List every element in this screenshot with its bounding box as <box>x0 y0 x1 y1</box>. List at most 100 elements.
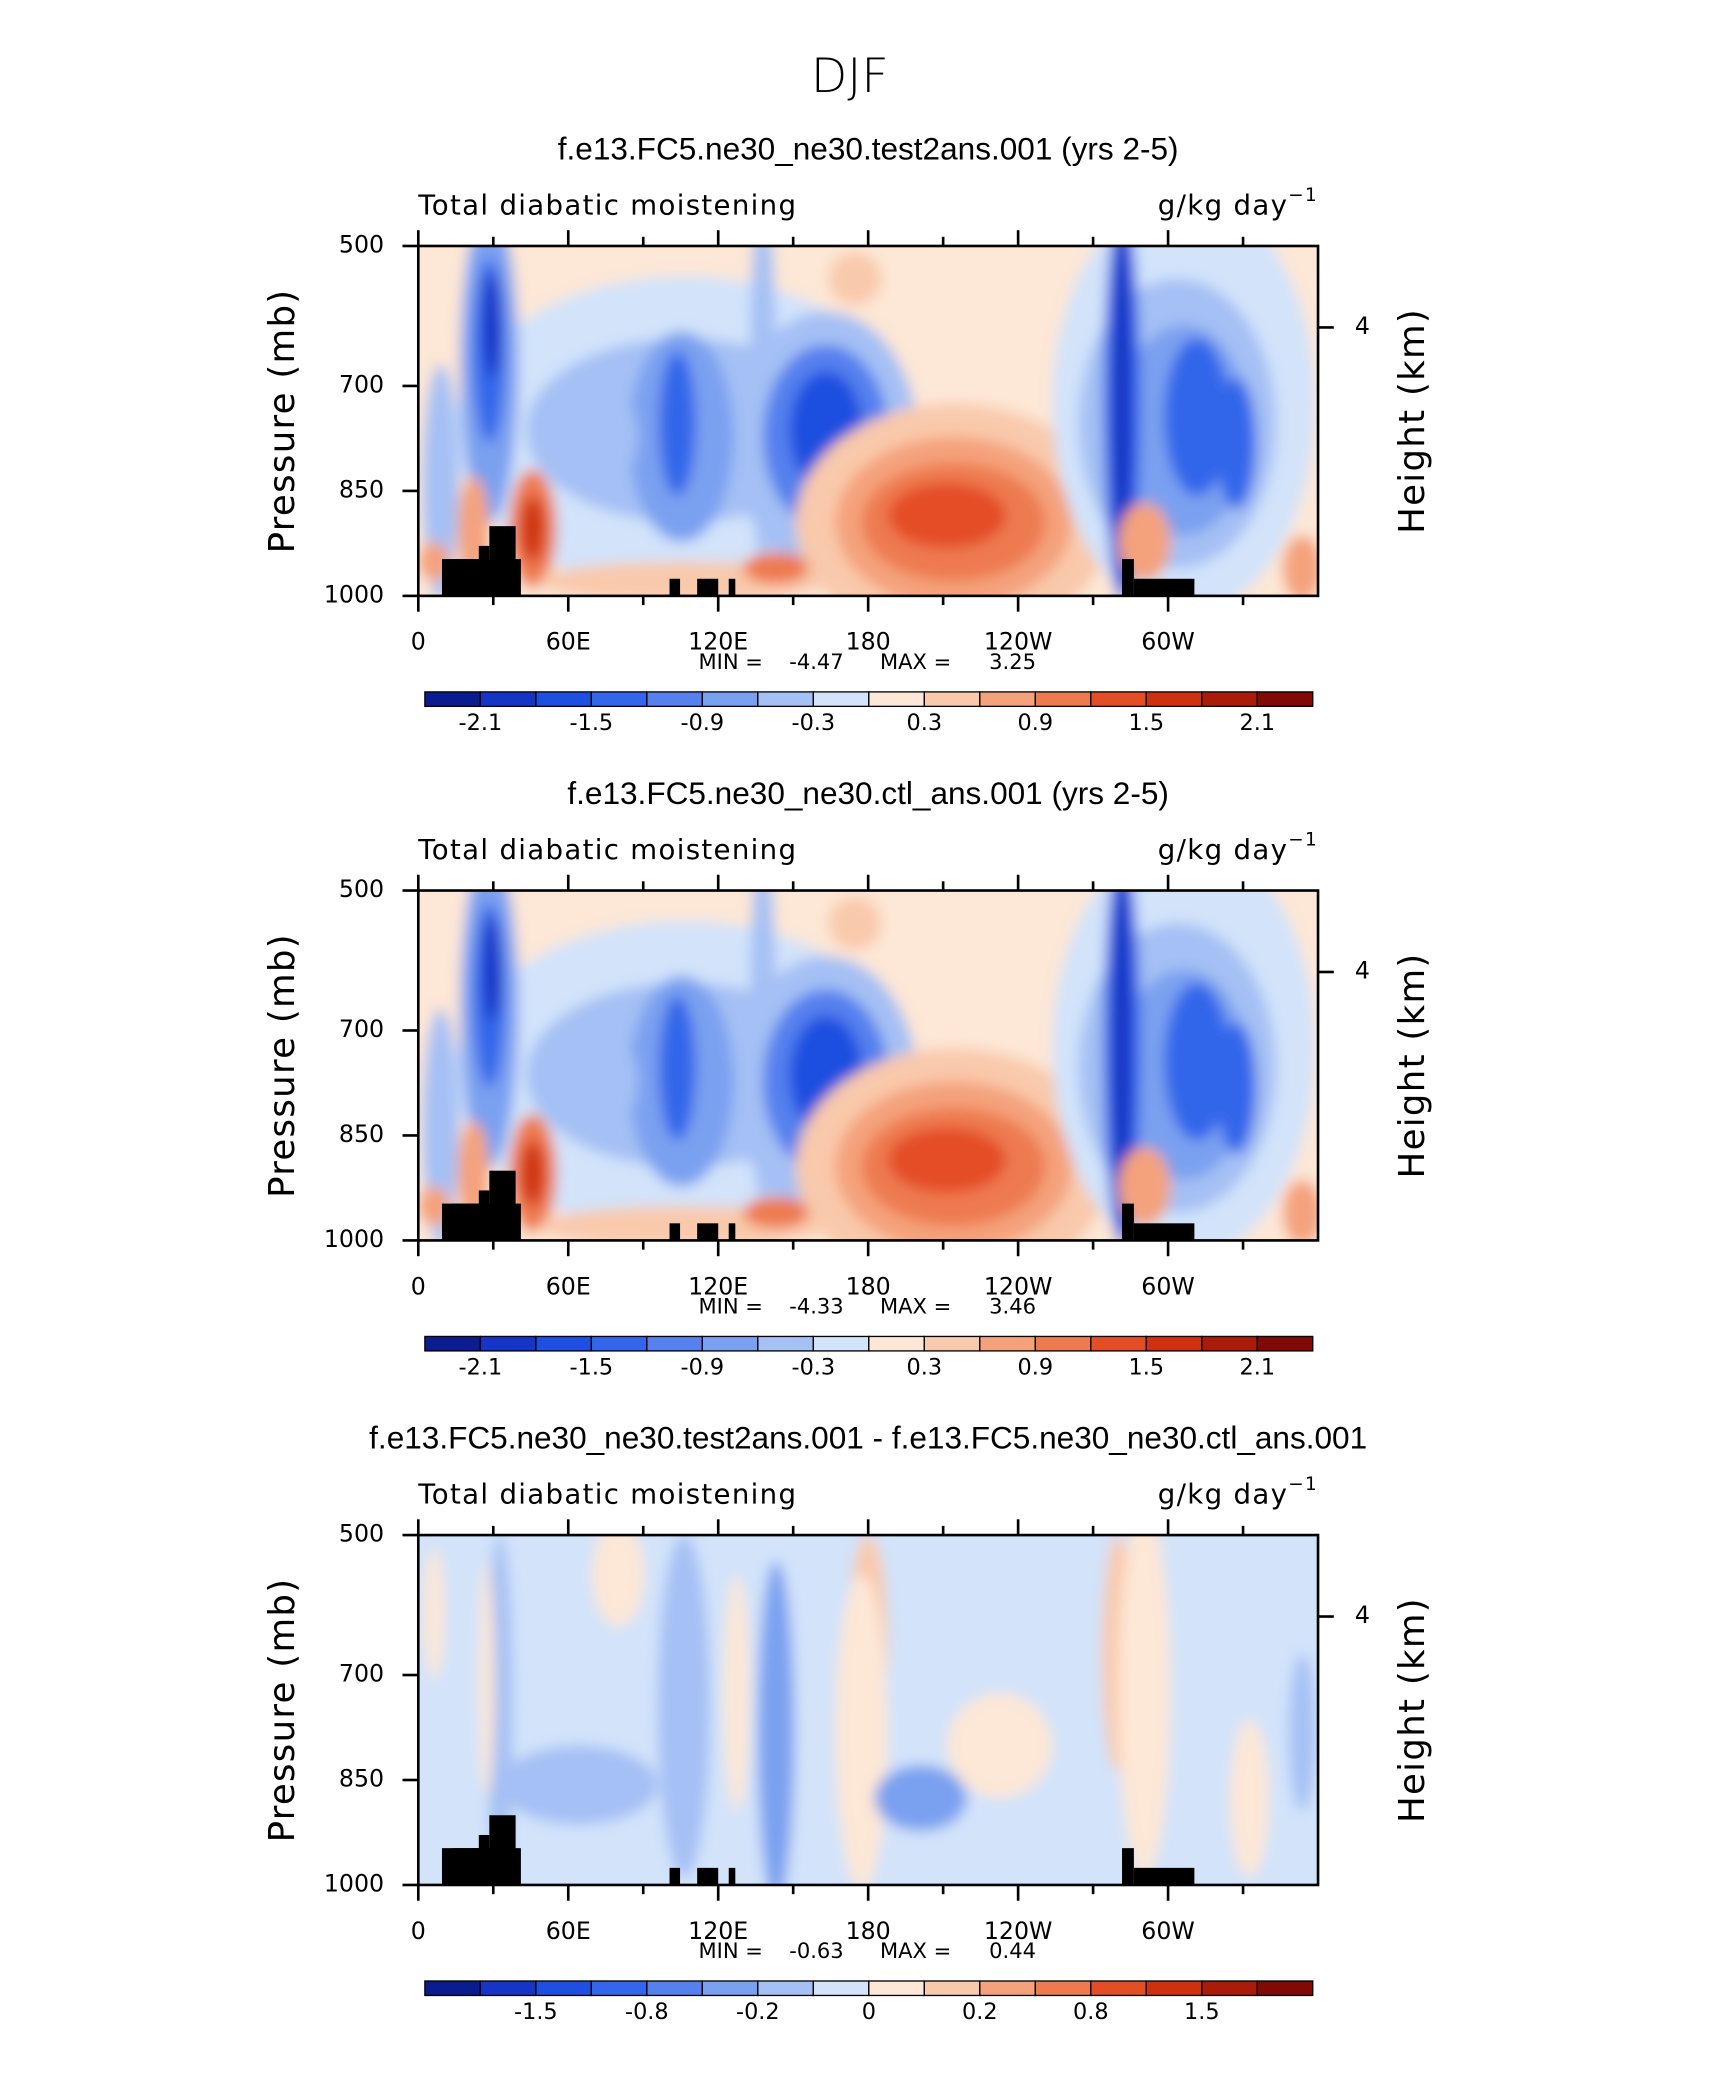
min-label: MIN = <box>698 1938 762 1963</box>
colorbar-label: 1.5 <box>1184 1999 1220 2025</box>
colorbar-label: 0.9 <box>1018 1355 1054 1381</box>
y2-axis-label: Height (km) <box>1392 308 1433 534</box>
colorbar-box <box>590 1980 648 1997</box>
contour-region <box>1282 1179 1319 1241</box>
topography <box>728 578 736 596</box>
colorbar-label: 2.1 <box>1239 1355 1275 1381</box>
contour-field <box>418 245 1319 596</box>
y-axis-label: Pressure (mb) <box>262 289 303 554</box>
contour-region <box>835 1574 888 1885</box>
y-tick-label: 850 <box>339 1764 384 1792</box>
contour-region <box>947 1692 1053 1799</box>
contour-region <box>1282 535 1319 596</box>
contour-region <box>482 272 502 378</box>
colorbar-label: -2.1 <box>459 1355 503 1381</box>
colorbar-label: 0 <box>862 1999 876 2025</box>
contour-region <box>723 1574 750 1812</box>
colorbar-box <box>979 1980 1036 1997</box>
topography <box>1122 1203 1134 1241</box>
contour-region <box>545 377 638 496</box>
colorbar-label: 2.1 <box>1239 710 1275 736</box>
colorbar-box <box>701 1335 759 1352</box>
colorbar-box <box>1034 1980 1092 1997</box>
topography <box>478 1190 490 1241</box>
contour-region <box>482 916 502 1023</box>
panel-title: f.e13.FC5.ne30_ne30.test2ans.001 (yrs 2-… <box>558 131 1179 167</box>
contour-region <box>520 495 545 562</box>
contour-region <box>1289 1653 1316 1812</box>
y-tick-label: 1000 <box>324 1225 384 1253</box>
x-tick-label: 60E <box>546 1272 591 1300</box>
y-tick-label: 500 <box>339 875 384 903</box>
x-tick-label: 60W <box>1141 628 1195 656</box>
colorbar-box <box>1145 1335 1203 1352</box>
topography <box>478 1834 490 1885</box>
x-tick-label: 180 <box>846 628 891 656</box>
max-value: 3.46 <box>989 1294 1036 1319</box>
colorbar-box <box>479 1335 537 1352</box>
contour-region <box>1164 338 1230 496</box>
colorbar-box <box>1201 1335 1258 1352</box>
contour-region <box>591 1535 645 1628</box>
min-value: -4.47 <box>789 649 843 674</box>
contour-region <box>423 1548 445 1680</box>
figure-title: DJF <box>811 49 889 104</box>
colorbar-box <box>701 1980 759 1997</box>
colorbar-box <box>757 691 814 708</box>
topography <box>452 1848 479 1885</box>
colorbar-box <box>1145 1980 1203 1997</box>
variable-name: Total diabatic moistening <box>417 833 797 866</box>
topography <box>1133 1223 1195 1241</box>
contour-shading <box>418 1535 1319 1885</box>
contour-region <box>1118 1535 1171 1878</box>
colorbar-box <box>535 1335 593 1352</box>
units-exponent: −1 <box>1288 185 1318 206</box>
contour-region <box>1164 982 1230 1141</box>
topography <box>489 1815 516 1885</box>
units-exponent: −1 <box>1288 1474 1318 1495</box>
y-tick-label: 850 <box>339 475 384 503</box>
figure-body: DJF f.e13.FC5.ne30_ne30.test2ans.001 (yrs… <box>262 49 1433 2025</box>
contour-region <box>1111 890 1133 1233</box>
min-label: MIN = <box>698 649 762 674</box>
colorbar-box <box>812 691 870 708</box>
topography <box>478 545 490 596</box>
y-tick-label: 700 <box>339 370 384 398</box>
colorbar-box <box>1256 1980 1314 1997</box>
contour-region <box>657 1535 711 1878</box>
contour-field <box>418 890 1319 1241</box>
x-tick-label: 60E <box>546 1917 591 1945</box>
y-axis-label: Pressure (mb) <box>262 933 303 1198</box>
topography <box>669 578 681 596</box>
colorbar-box <box>535 1980 593 1997</box>
colorbar-box <box>424 691 482 708</box>
x-tick-label: 60W <box>1141 1917 1195 1945</box>
x-tick-label: 60E <box>546 628 591 656</box>
x-tick-label: 0 <box>411 1272 426 1300</box>
contour-region <box>499 1745 658 1825</box>
colorbar-label: 1.5 <box>1129 710 1165 736</box>
topography <box>669 1223 681 1241</box>
units: g/kg day−1 <box>1158 830 1318 867</box>
colorbar-box <box>1090 1980 1147 1997</box>
contour-region <box>520 1140 545 1207</box>
colorbar-label: -0.3 <box>792 710 836 736</box>
colorbar-box <box>1256 691 1314 708</box>
colorbar-label: 0.2 <box>962 1999 998 2025</box>
contour-region <box>478 1561 495 1799</box>
x-tick-label: 0 <box>411 628 426 656</box>
y-tick-label: 1000 <box>324 580 384 608</box>
topography <box>489 1170 516 1241</box>
colorbar-box <box>812 1335 870 1352</box>
colorbar-box <box>868 691 925 708</box>
topography <box>728 1223 736 1241</box>
units-exponent: −1 <box>1288 830 1318 851</box>
contour-region <box>545 1022 638 1141</box>
colorbar-label: -0.9 <box>681 710 725 736</box>
contour-region <box>743 552 809 585</box>
contour-region <box>828 897 882 950</box>
colorbar-label: 0.8 <box>1073 1999 1109 2025</box>
x-tick-label: 120E <box>688 1272 748 1300</box>
contour-region <box>659 995 696 1141</box>
